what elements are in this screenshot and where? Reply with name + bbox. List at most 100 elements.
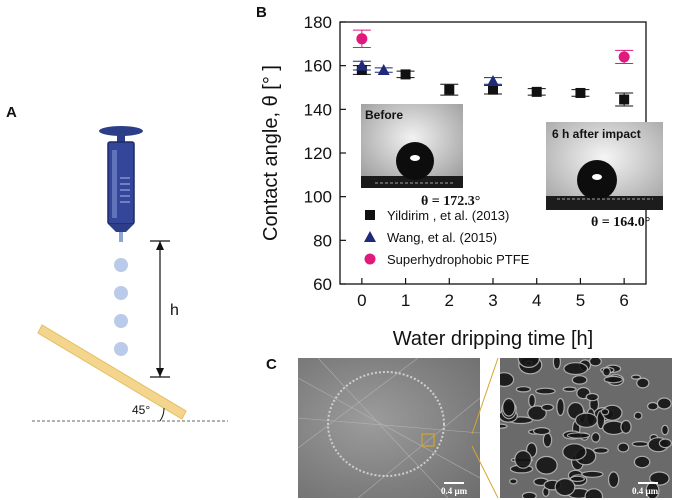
sem-pore xyxy=(584,488,604,498)
sem-pore xyxy=(532,426,551,436)
legend-label-yildirim: Yildirim , et al. (2013) xyxy=(387,208,509,223)
sem-pore xyxy=(631,440,649,447)
sem-pore xyxy=(517,358,540,368)
sem-pore xyxy=(566,432,591,439)
sem-pore xyxy=(588,358,602,367)
sem-pore xyxy=(514,449,533,469)
sem-pore xyxy=(574,412,598,428)
sem-pore xyxy=(590,432,601,443)
x-tick-label: 6 xyxy=(619,291,628,310)
sem-pore xyxy=(603,375,624,384)
plunger-cap xyxy=(99,126,143,136)
sem-pore xyxy=(542,432,553,448)
height-label: h xyxy=(170,302,179,319)
sem-pore xyxy=(600,408,610,416)
sem-pore xyxy=(630,374,642,380)
sem-pore xyxy=(620,419,632,434)
y-tick-label: 160 xyxy=(304,57,332,76)
sem-pore xyxy=(602,367,611,377)
legend-label-ptfe: Superhydrophobic PTFE xyxy=(387,252,530,267)
x-tick-label: 2 xyxy=(445,291,454,310)
sem-left-scale: 0.4 µm xyxy=(441,486,468,496)
x-tick-label: 4 xyxy=(532,291,541,310)
sem-pore xyxy=(552,358,561,370)
panel-label-a: A xyxy=(6,104,17,121)
x-tick-label: 0 xyxy=(357,291,366,310)
sem-pore xyxy=(527,405,547,421)
syringe-needle xyxy=(119,232,123,242)
sem-pore xyxy=(658,438,672,449)
sem-pore xyxy=(521,491,537,498)
data-point-yildirim xyxy=(619,94,630,105)
x-tick-label: 3 xyxy=(488,291,497,310)
sem-pore xyxy=(581,470,604,478)
sem-pore xyxy=(509,478,518,485)
sem-pore xyxy=(500,372,515,388)
data-point-yildirim xyxy=(531,86,542,97)
data-point-yildirim xyxy=(400,69,411,80)
inset-after-title: 6 h after impact xyxy=(552,127,641,141)
sem-pore xyxy=(502,397,516,417)
y-tick-label: 60 xyxy=(313,275,332,294)
data-point-wang xyxy=(487,74,499,86)
inset-before-theta: θ = 172.3° xyxy=(421,194,480,209)
sem-pore xyxy=(563,362,589,376)
sem-pore xyxy=(528,393,536,408)
sem-pore xyxy=(585,392,600,402)
droplet xyxy=(114,314,128,328)
inset-before-title: Before xyxy=(365,108,403,122)
data-point-ptfe xyxy=(618,51,630,63)
inclined-plate xyxy=(37,324,187,420)
inset-before-photo: Before xyxy=(361,104,463,188)
sem-pore xyxy=(636,377,650,389)
sem-pore xyxy=(562,386,577,393)
y-tick-label: 100 xyxy=(304,188,332,207)
syringe-barrel xyxy=(107,141,135,225)
legend: Yildirim , et al. (2013) Wang, et al. (2… xyxy=(364,208,530,267)
inset-after-photo: 6 h after impact xyxy=(546,122,663,210)
sem-pore xyxy=(515,386,532,393)
sem-right-scale: 0.4 µm xyxy=(632,486,659,496)
angle-label: 45° xyxy=(132,403,150,417)
sem-pore xyxy=(554,478,576,497)
data-point-wang xyxy=(377,64,390,76)
zoom-connector xyxy=(471,358,499,498)
panel-label-b: B xyxy=(256,4,267,21)
sem-pore xyxy=(647,401,659,411)
sem-pore xyxy=(535,455,558,475)
y-tick-label: 140 xyxy=(304,100,332,119)
data-point-ptfe xyxy=(356,33,368,45)
sem-pore xyxy=(661,424,669,436)
sem-pore xyxy=(562,443,587,461)
data-point-yildirim xyxy=(575,87,586,98)
data-point-yildirim xyxy=(444,84,455,95)
legend-marker-wang xyxy=(364,231,376,242)
sem-pore xyxy=(633,455,651,469)
sem-pore xyxy=(617,442,630,453)
x-axis-label: Water dripping time [h] xyxy=(393,328,593,350)
sem-image-zoom: 0.4 µm xyxy=(500,358,672,498)
sem-pore xyxy=(592,447,609,454)
x-tick-label: 1 xyxy=(401,291,410,310)
data-point-yildirim xyxy=(488,84,498,95)
plunger-rod xyxy=(117,133,125,143)
droplet xyxy=(114,286,128,300)
droplet xyxy=(114,258,128,272)
legend-label-wang: Wang, et al. (2015) xyxy=(387,230,497,245)
inset-after-theta: θ = 164.0° xyxy=(591,215,650,230)
sem-pore xyxy=(649,471,670,486)
data-point-wang xyxy=(355,59,368,71)
sem-pore xyxy=(569,475,586,483)
sem-pore xyxy=(556,397,565,417)
x-tick-label: 5 xyxy=(576,291,585,310)
height-dimension xyxy=(150,240,170,378)
sem-image-overview: 0.4 µm xyxy=(298,358,480,498)
sem-pore xyxy=(571,375,588,385)
sem-pore xyxy=(540,403,554,412)
sem-pore xyxy=(607,471,620,489)
sem-pore xyxy=(656,397,672,410)
droplet xyxy=(114,342,128,356)
sem-pore xyxy=(500,423,508,429)
sem-pore xyxy=(633,411,643,420)
contact-angle-chart: 60 80 100 120 140 160 180 0 1 2 3 4 5 6 Contact angl… xyxy=(260,13,663,350)
